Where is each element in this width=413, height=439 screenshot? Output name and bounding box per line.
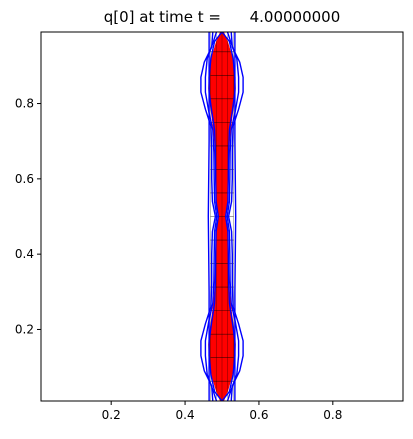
x-tick-label: 0.8 — [323, 408, 342, 422]
contour-line — [200, 32, 217, 401]
contour-line — [227, 32, 244, 401]
y-tick-label: 0.6 — [15, 172, 34, 186]
contour-line — [207, 32, 210, 401]
x-axis-ticks: 0.2 0.4 0.6 0.8 — [102, 401, 342, 422]
chart-title: q[0] at time t = 4.00000000 — [104, 8, 341, 26]
y-axis-ticks: 0.2 0.4 0.6 0.8 — [15, 97, 41, 336]
contour-line — [204, 32, 218, 401]
x-tick-label: 0.6 — [249, 408, 268, 422]
y-tick-label: 0.2 — [15, 322, 34, 336]
plot-area — [200, 32, 244, 401]
contour-line — [226, 32, 240, 401]
y-tick-label: 0.4 — [15, 247, 34, 261]
y-tick-label: 0.8 — [15, 97, 34, 111]
contour-layer — [200, 32, 244, 401]
contour-line — [234, 32, 237, 401]
x-tick-label: 0.4 — [176, 408, 195, 422]
plot-frame — [40, 31, 404, 402]
x-tick-label: 0.2 — [102, 408, 121, 422]
